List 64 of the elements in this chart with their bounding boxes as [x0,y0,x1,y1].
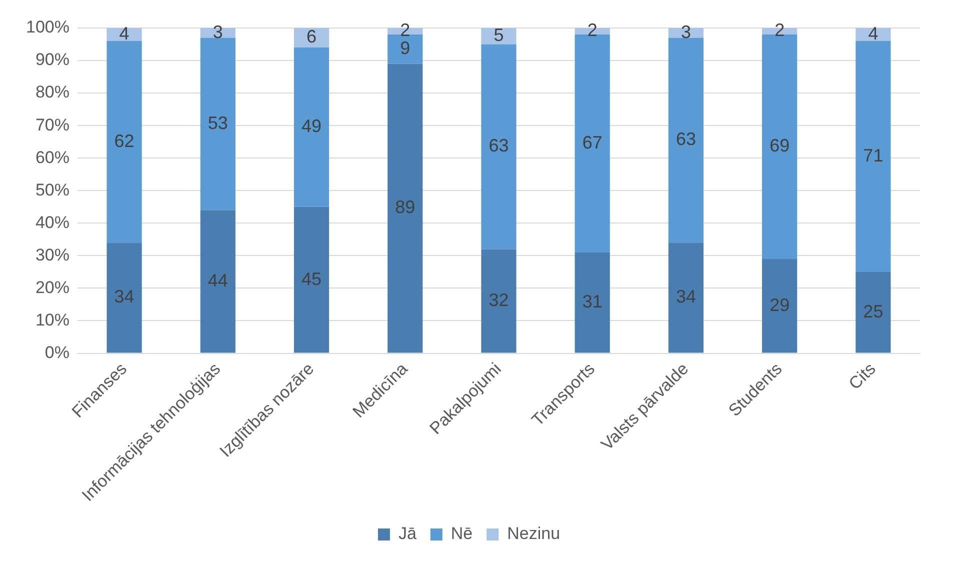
data-label: 3 [212,22,223,42]
legend-label: Jā [398,524,417,544]
y-tick-label: 100% [26,18,70,37]
data-label: 63 [488,136,509,156]
bar [388,34,423,64]
data-label: 6 [306,26,317,47]
data-label: 69 [770,136,790,156]
bar [481,249,516,353]
bar [668,38,704,243]
bar [762,34,798,259]
bar [762,258,798,353]
data-label: 2 [400,20,410,40]
data-label: 62 [114,130,134,151]
legend-label: Nezinu [507,524,560,544]
bar [388,64,423,353]
bar [574,34,610,252]
y-tick-label: 30% [35,245,70,264]
x-tick-label: Cits [845,359,880,394]
bar [106,28,142,42]
bar [856,28,891,42]
data-label: 63 [676,129,696,150]
y-tick-label: 40% [35,212,70,232]
data-label: 29 [770,294,790,315]
data-label: 67 [582,132,602,152]
data-label: 32 [488,290,509,310]
data-label: 34 [676,286,696,307]
bar [574,252,610,353]
data-label: 45 [301,268,322,289]
data-label: 53 [208,112,228,133]
legend-label: Nē [450,524,473,544]
data-label: 4 [868,23,878,44]
bar [106,242,142,353]
bar [294,28,330,48]
y-tick-label: 60% [35,148,70,167]
bar [106,41,142,243]
data-label: 49 [301,116,322,136]
y-tick-label: 50% [35,180,70,200]
y-tick-label: 70% [35,115,70,134]
data-label: 2 [774,20,785,40]
bar [481,44,516,250]
y-tick-label: 0% [44,342,70,362]
bar [481,28,516,44]
bar [856,41,891,272]
data-label: 34 [114,286,134,307]
data-label: 4 [119,23,130,44]
data-label: 2 [587,20,598,40]
bar [668,242,704,353]
data-label: 3 [680,22,691,42]
data-label: 9 [400,38,410,58]
data-label: 25 [863,301,884,322]
y-tick-label: 80% [35,82,70,102]
data-label: 44 [208,270,228,290]
data-label: 89 [395,197,416,218]
bar [294,206,330,353]
y-tick-label: 20% [35,278,70,297]
bar [200,210,236,353]
y-tick-label: 10% [35,310,70,330]
y-tick-label: 90% [35,50,70,70]
bar [200,38,236,210]
data-label: 5 [494,25,504,46]
bar [856,272,891,353]
data-label: 71 [863,145,884,166]
data-label: 31 [582,292,602,312]
bar [294,48,330,207]
